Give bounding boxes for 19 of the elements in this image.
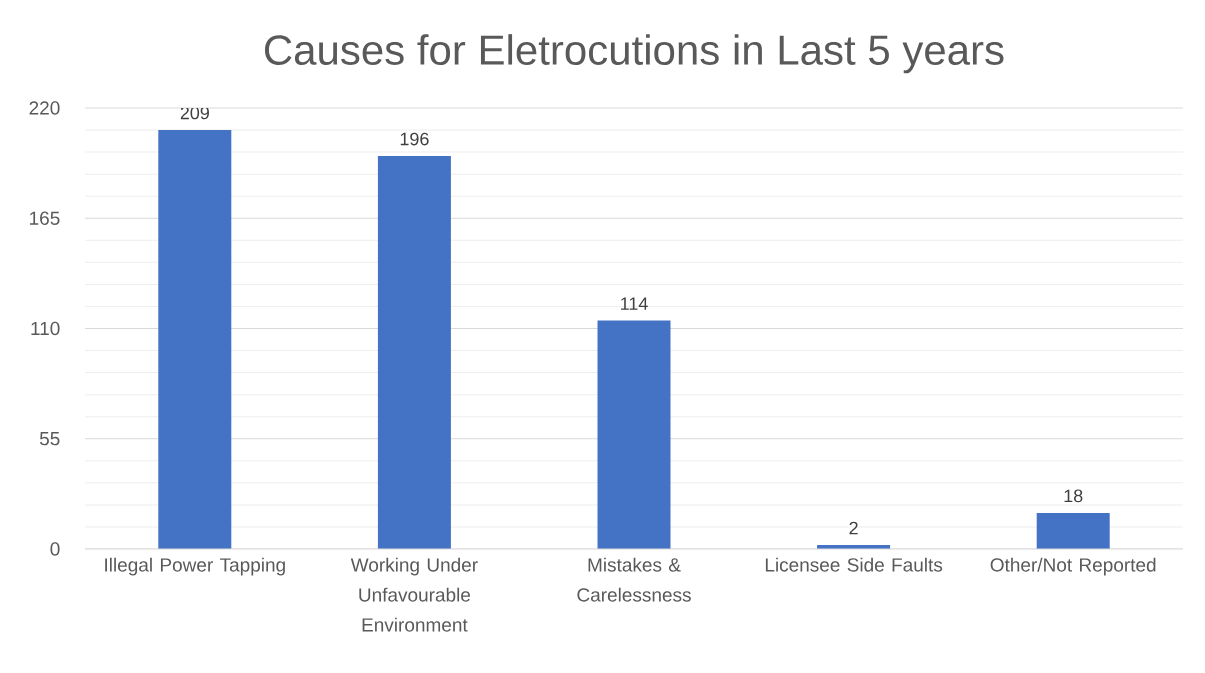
- data-label: 2: [849, 521, 858, 535]
- data-label: 18: [1064, 489, 1083, 503]
- x-tick-label: Other/Not Reported: [990, 557, 1156, 576]
- y-tick-label: 0: [50, 542, 60, 556]
- bar: [597, 320, 671, 549]
- bar: [377, 156, 451, 549]
- y-tick-label: 55: [39, 432, 60, 446]
- x-tick-label: Working Under Unfavourable Environment: [350, 557, 478, 632]
- x-tick-label: Illegal Power Tapping: [105, 557, 285, 576]
- x-tick-label: Mistakes & Carelessness: [577, 557, 691, 602]
- y-tick-label: 110: [31, 321, 60, 336]
- data-label: 114: [621, 297, 648, 310]
- x-tick-label: Licensee Side Faults: [765, 557, 943, 572]
- bar: [1036, 512, 1110, 549]
- data-label: 196: [400, 132, 429, 146]
- y-tick-label: 220: [29, 101, 60, 115]
- chart-title: Causes for Eletrocutions in Last 5 years: [264, 34, 1004, 74]
- y-tick-label: 165: [30, 211, 60, 225]
- bar: [158, 130, 232, 549]
